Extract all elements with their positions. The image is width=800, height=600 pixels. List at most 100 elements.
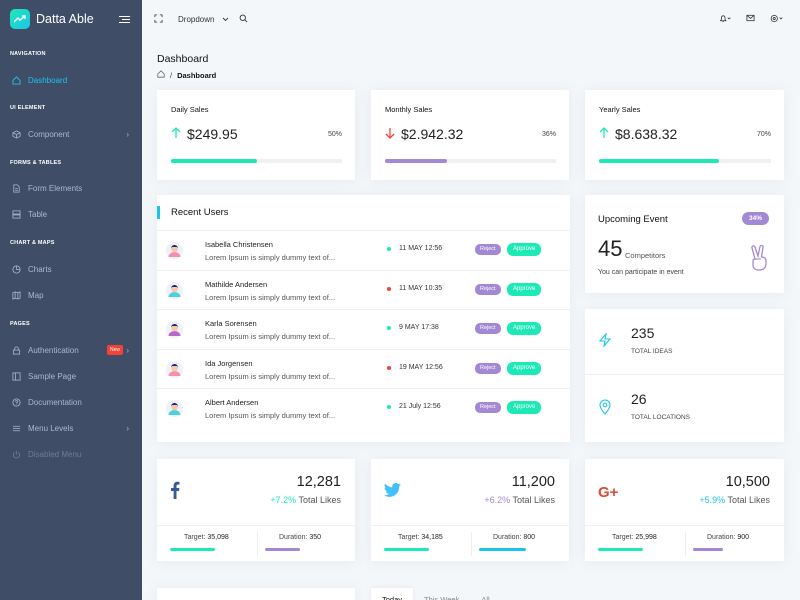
sales-title: Yearly Sales <box>599 105 641 114</box>
tab-this-week[interactable]: This Week <box>424 595 460 600</box>
reject-button[interactable]: Reject <box>475 283 501 295</box>
brand-logo-icon[interactable] <box>10 9 30 29</box>
chevron-right-icon: › <box>126 345 129 355</box>
notification-bell-icon[interactable] <box>718 14 732 25</box>
target-value: 34,185 <box>421 534 443 541</box>
status-dot <box>387 247 391 251</box>
avatar <box>166 321 183 338</box>
sidebar-item-disabled-menu: Disabled Menu <box>0 444 142 464</box>
avatar <box>166 242 183 259</box>
approve-button[interactable]: Approve <box>507 282 542 296</box>
home-icon[interactable] <box>157 70 165 80</box>
brand-name: Datta Able <box>36 12 94 26</box>
top-header: Dropdown <box>142 0 800 38</box>
sidebar-item-component[interactable]: Component › <box>0 124 142 144</box>
change-percent: +6.2% <box>484 495 511 505</box>
lock-icon <box>11 345 21 355</box>
sidebar-item-dashboard[interactable]: Dashboard <box>0 70 142 90</box>
sidebar-item-label: Authentication <box>28 345 79 355</box>
bottom-card <box>157 588 355 600</box>
likes-change: +5.9% Total Likes <box>699 495 770 505</box>
stat-value: 235 <box>631 325 655 341</box>
status-dot <box>387 405 391 409</box>
sidebar-item-label: Menu Levels <box>28 423 74 433</box>
approve-button[interactable]: Approve <box>507 401 542 414</box>
facebook-icon[interactable] <box>170 481 180 504</box>
twitter-card: 11,200 +6.2% Total Likes Target: 34,185 Dur… <box>371 459 569 561</box>
divider <box>471 532 472 556</box>
sales-value: $249.95 <box>171 126 238 142</box>
sales-progress <box>599 159 771 163</box>
reject-button[interactable]: Reject <box>475 402 501 413</box>
sidebar-item-table[interactable]: Table <box>0 204 142 224</box>
approve-button[interactable]: Approve <box>507 243 542 256</box>
user-name: Ida Jorgensen <box>205 358 253 368</box>
user-name: Karla Sorensen <box>205 319 257 328</box>
header-dropdown[interactable]: Dropdown <box>178 15 229 24</box>
menu-toggle-icon[interactable] <box>119 15 130 23</box>
google-plus-icon[interactable]: G+ <box>598 484 619 501</box>
sidebar-item-documentation[interactable]: Documentation <box>0 392 142 412</box>
sales-amount: $2.942.32 <box>401 126 464 142</box>
yearly-sales-card: Yearly Sales $8.638.32 70% <box>585 90 784 180</box>
sidebar-item-map[interactable]: Map <box>0 285 142 305</box>
likes-label: Total Likes <box>298 495 341 505</box>
arrow-up-icon <box>171 126 181 142</box>
stat-label: TOTAL IDEAS <box>631 348 673 355</box>
sidebar-item-charts[interactable]: Charts <box>0 259 142 279</box>
home-icon <box>11 75 21 85</box>
tab-today[interactable]: Today <box>371 588 414 600</box>
search-icon[interactable] <box>239 14 248 25</box>
zap-icon <box>598 332 612 352</box>
upcoming-event-card: Upcoming Event 34% 45 Competitors You ca… <box>585 195 784 293</box>
twitter-icon[interactable] <box>384 481 401 502</box>
sidebar-item-menu-levels[interactable]: Menu Levels › <box>0 418 142 438</box>
approve-button[interactable]: Approve <box>507 322 542 335</box>
duration-info: Duration: 800 <box>493 534 535 541</box>
chevron-right-icon: › <box>126 423 129 433</box>
likes-value: 10,500 <box>725 474 770 490</box>
sales-percent: 36% <box>541 131 556 138</box>
sidebar-item-sample-page[interactable]: Sample Page <box>0 366 142 386</box>
daily-sales-card: Daily Sales $249.95 50% <box>157 90 355 180</box>
user-name: Albert Andersen <box>205 398 259 407</box>
sidebar-icon <box>11 371 21 381</box>
stat-value: 26 <box>631 391 647 407</box>
target-info: Target: 25,998 <box>612 534 657 541</box>
table-row: Isabella Christensen Lorem Ipsum is simpl… <box>157 230 570 269</box>
fullscreen-icon[interactable] <box>154 14 164 24</box>
target-progress <box>384 548 429 551</box>
user-date: 9 MAY 17:38 <box>399 324 439 331</box>
nav-caption-forms-tables: FORMS & TABLES <box>10 160 62 166</box>
target-info: Target: 35,098 <box>184 534 229 541</box>
user-date: 21 July 12:56 <box>399 403 441 410</box>
sidebar-item-label: Charts <box>28 264 52 274</box>
reject-button[interactable]: Reject <box>475 323 501 334</box>
page-title: Dashboard <box>157 53 209 65</box>
time-tabs: Today This Week All <box>371 588 501 600</box>
user-date: 11 MAY 10:35 <box>399 284 443 292</box>
duration-label: Duration: <box>279 534 308 541</box>
target-value: 25,998 <box>635 534 657 541</box>
divider <box>685 532 686 556</box>
approve-button[interactable]: Approve <box>507 361 542 375</box>
duration-value: 800 <box>523 534 536 541</box>
stat-ideas: 235 TOTAL IDEAS <box>585 309 784 373</box>
sales-title: Daily Sales <box>171 105 209 114</box>
social-footer: Target: 25,998 Duration: 900 <box>585 525 784 561</box>
reject-button[interactable]: Reject <box>475 362 501 374</box>
event-unit: Competitors <box>625 251 666 260</box>
sidebar-item-form-elements[interactable]: Form Elements <box>0 178 142 198</box>
reject-button[interactable]: Reject <box>475 244 501 255</box>
event-badge: 34% <box>741 212 769 225</box>
duration-progress <box>693 548 723 551</box>
sidebar-item-authentication[interactable]: Authentication New › <box>0 340 142 360</box>
tab-all[interactable]: All <box>481 595 490 600</box>
mail-icon[interactable] <box>746 14 755 24</box>
likes-change: +7.2% Total Likes <box>270 495 341 505</box>
change-percent: +5.9% <box>699 495 726 505</box>
settings-icon[interactable] <box>769 14 784 25</box>
sidebar-item-label: Disabled Menu <box>28 449 82 459</box>
sidebar-item-label: Form Elements <box>28 183 83 193</box>
server-icon <box>11 209 21 219</box>
